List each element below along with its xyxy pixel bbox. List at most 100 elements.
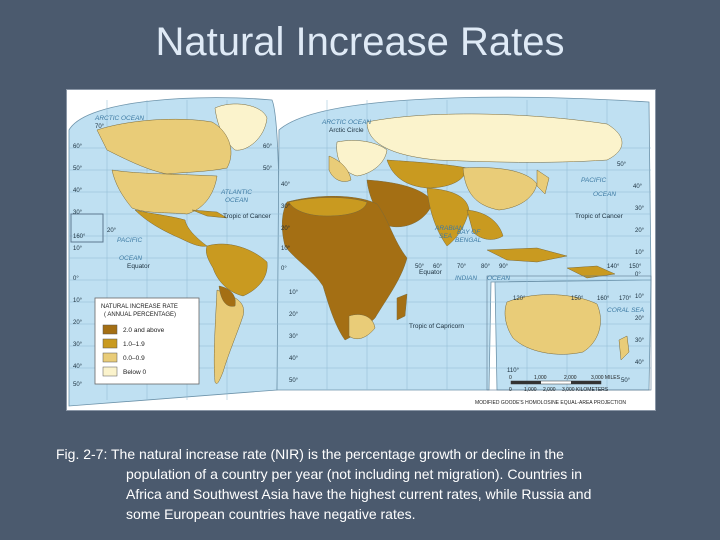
lon-label-pacific: 160° <box>73 234 86 240</box>
legend-label: Below 0 <box>123 369 147 376</box>
madagascar <box>396 293 408 321</box>
lat-label-left: 20° <box>107 228 117 234</box>
inset-box-legend-area <box>486 275 652 391</box>
legend-swatch <box>102 324 118 335</box>
australia <box>504 294 601 355</box>
label-atlantic-ocean-1: ATLANTIC <box>220 189 252 196</box>
legend-label: 2.0 and above <box>123 327 165 334</box>
lat-label-left: 20° <box>73 320 83 326</box>
lat-label-right: 30° <box>635 206 645 212</box>
scale-km-label: 3,000 KILOMETERS <box>562 387 609 393</box>
label-arctic-circle: Arctic Circle <box>329 127 364 134</box>
legend-label: 0.0–0.9 <box>123 355 145 362</box>
lat-label-left: 40° <box>73 188 83 194</box>
lat-label-right: 20° <box>635 228 645 234</box>
inset-box-hawaii <box>70 213 104 243</box>
label-equator-left: Equator <box>127 263 151 270</box>
russia <box>366 113 623 163</box>
lat-label-right: 0° <box>635 272 641 278</box>
lat-label-mid: 50° <box>263 166 273 172</box>
central-asia <box>386 159 468 189</box>
lon-label-africa: 70° <box>457 264 467 270</box>
label-tropic-capricorn: Tropic of Capricorn <box>409 323 464 330</box>
scale-miles-label: 0 <box>509 375 512 381</box>
usa <box>111 169 218 215</box>
label-atlantic-ocean-2: OCEAN <box>225 197 248 204</box>
lat-label-right: 10° <box>635 294 645 300</box>
south-america-south <box>213 289 244 384</box>
lat-label-left: 50° <box>73 382 83 388</box>
china <box>462 167 538 211</box>
lat-label-mid: 20° <box>289 312 299 318</box>
lat-label-mid: 60° <box>263 144 273 150</box>
lon-label-oceania: 160° <box>597 296 610 302</box>
western-europe <box>328 155 352 182</box>
projection-label: MODIFIED GOODE'S HOMOLOSINE EQUAL-AREA P… <box>475 400 626 406</box>
scale-miles-label: 3,000 MILES <box>591 375 621 381</box>
new-guinea <box>566 265 616 279</box>
southeast-asia <box>466 209 504 240</box>
legend-swatch <box>102 352 118 363</box>
scale-km-label: 0 <box>509 387 512 393</box>
lat-label-left: 30° <box>73 342 83 348</box>
lon-label-africa: 90° <box>499 264 509 270</box>
label-arctic-ocean-left: ARCTIC OCEAN <box>94 115 144 122</box>
lat-label-mid: 50° <box>289 378 299 384</box>
lat-label-left: 70° <box>95 124 105 130</box>
label-pacific-ocean-left-1: PACIFIC <box>117 237 142 244</box>
caption-line-1: Fig. 2-7: The natural increase rate (NIR… <box>56 446 564 462</box>
lat-label-right: 50° <box>617 162 627 168</box>
lat-label-left: 40° <box>73 364 83 370</box>
lat-label-mid: 20° <box>281 226 291 232</box>
lat-label-right: 40° <box>635 360 645 366</box>
caption-line-3: Africa and Southwest Asia have the highe… <box>126 486 592 502</box>
lon-label-africa: 50° <box>415 264 425 270</box>
lat-label-right: 40° <box>633 184 643 190</box>
label-bay-of-bengal-2: BENGAL <box>455 237 482 244</box>
lat-label-left: 10° <box>73 298 83 304</box>
lat-label-mid: 10° <box>289 290 299 296</box>
lat-label-left: 10° <box>73 246 83 252</box>
legend-title-1: NATURAL INCREASE RATE <box>101 304 178 310</box>
scale-bar: 0 1,000 2,000 3,000 MILES 0 1,000 2,000 … <box>509 375 621 393</box>
lon-label-oceania: 120° <box>513 296 526 302</box>
lat-label-mid: 10° <box>281 246 291 252</box>
lat-label-left: 50° <box>73 166 83 172</box>
lat-label-left: 60° <box>73 144 83 150</box>
new-zealand <box>618 335 630 361</box>
canada <box>96 118 232 175</box>
label-tropic-cancer-right: Tropic of Cancer <box>575 213 624 220</box>
lat-label-right: 10° <box>635 250 645 256</box>
label-pacific-ocean-right-2: OCEAN <box>593 191 616 198</box>
label-arabian-sea-2: SEA <box>439 233 452 240</box>
caption-line-4: some European countries have negative ra… <box>126 506 416 522</box>
bolivia-paraguay <box>218 285 236 307</box>
indonesia-philippines <box>486 247 568 263</box>
lon-label-africa: 60° <box>433 264 443 270</box>
label-pacific-ocean-left-2: OCEAN <box>119 255 142 262</box>
lon-label-oceania: 170° <box>619 296 632 302</box>
caribbean-islands <box>191 209 228 219</box>
caption-line-2: population of a country per year (not in… <box>126 466 583 482</box>
label-arabian-sea-1: ARABIAN <box>434 225 464 232</box>
lat-label-left: 30° <box>73 210 83 216</box>
legend-swatch <box>102 338 118 349</box>
scale-miles-label: 2,000 <box>564 375 577 381</box>
legend: NATURAL INCREASE RATE ( ANNUAL PERCENTAG… <box>94 297 200 385</box>
label-tropic-cancer-left: Tropic of Cancer <box>223 213 272 220</box>
legend-swatch <box>102 366 118 377</box>
lat-label-right: 50° <box>621 378 631 384</box>
south-america-north <box>206 243 268 297</box>
scale-km-label: 1,000 <box>524 387 537 393</box>
label-indian-ocean-1: INDIAN <box>455 275 477 282</box>
legend-title-2: ( ANNUAL PERCENTAGE) <box>104 312 176 318</box>
label-arctic-ocean-right: ARCTIC OCEAN <box>321 119 371 126</box>
lat-label-right: 30° <box>635 338 645 344</box>
lat-label-mid: 0° <box>281 266 287 272</box>
lon-label-africa: 80° <box>481 264 491 270</box>
japan-korea <box>536 169 550 195</box>
lat-label-mid: 40° <box>281 182 291 188</box>
lat-label-mid: 40° <box>289 356 299 362</box>
lat-label-mid: 30° <box>281 204 291 210</box>
lon-label-asia: 140° <box>607 264 620 270</box>
